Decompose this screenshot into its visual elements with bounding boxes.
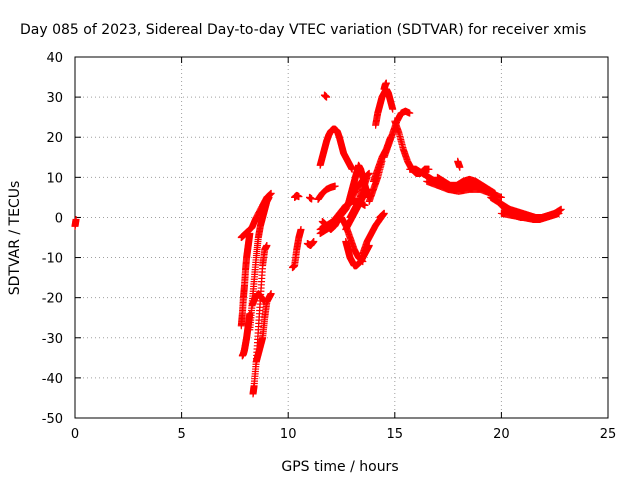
data-point: [323, 93, 331, 101]
series-sat-c: [237, 229, 254, 330]
y-tick-label: -10: [42, 252, 63, 267]
data-point: [456, 163, 464, 171]
data-point: [365, 169, 373, 177]
x-axis-title: GPS time / hours: [281, 459, 398, 475]
y-axis-title: SDTVAR / TECUs: [7, 181, 23, 296]
data-point: [72, 215, 80, 223]
data-point: [246, 229, 254, 237]
data-point: [491, 189, 499, 197]
data-point: [425, 165, 433, 173]
data-point: [267, 189, 275, 197]
series-sat-e: [246, 193, 273, 334]
y-tick-label: 30: [46, 91, 63, 106]
data-point: [382, 79, 390, 87]
data-point: [406, 109, 414, 117]
series-sat-ab: [380, 107, 414, 161]
series-sat-v: [346, 173, 371, 221]
axis-ticks: 0 5 10 15 20 25 -50 -40 -30 -20 -10 0 10 20 30 40: [42, 51, 617, 442]
data-point: [310, 238, 318, 246]
series-sat-f: [249, 242, 271, 398]
series-sat-m: [316, 125, 356, 173]
series-sat-i: [288, 225, 305, 272]
data-point: [265, 193, 273, 201]
data-point: [308, 195, 316, 203]
data-point: [557, 205, 565, 213]
data-point: [380, 209, 388, 217]
chart-title: Day 085 of 2023, Sidereal Day-to-day VTE…: [20, 22, 586, 38]
series-sat-ag: [433, 173, 499, 197]
x-tick-label: 10: [280, 427, 297, 442]
data-point: [295, 193, 303, 201]
data-point: [389, 105, 397, 113]
y-tick-label: -50: [42, 412, 63, 427]
data-point: [263, 242, 271, 250]
grid: [75, 57, 608, 418]
y-tick-label: -40: [42, 372, 63, 387]
data-points: [71, 79, 565, 398]
x-tick-label: 20: [493, 427, 510, 442]
y-tick-label: 40: [46, 51, 63, 66]
series-sat-r: [320, 91, 331, 101]
series-sat-d: [238, 310, 254, 360]
data-point: [246, 310, 254, 318]
series-sat-ah: [454, 157, 464, 171]
series-sat-ac: [376, 209, 388, 221]
series-sat-k: [306, 193, 316, 203]
series-sat-j: [291, 191, 303, 201]
data-point: [261, 298, 269, 306]
series-sat-l: [303, 238, 318, 250]
x-tick-label: 5: [177, 427, 185, 442]
series-sat-ak: [497, 205, 565, 223]
x-tick-label: 25: [600, 427, 617, 442]
y-tick-label: -30: [42, 332, 63, 347]
data-point: [361, 201, 369, 209]
series-sat-n: [314, 182, 339, 203]
y-tick-label: 10: [46, 171, 63, 186]
plot-frame: [74, 56, 609, 419]
series-sat-z: [372, 85, 397, 129]
y-tick-label: -20: [42, 292, 63, 307]
data-point: [331, 182, 339, 190]
data-point: [497, 193, 505, 201]
x-tick-label: 0: [71, 427, 79, 442]
series-sat-aa: [380, 79, 390, 93]
data-point: [363, 173, 371, 181]
data-point: [297, 225, 305, 233]
y-tick-label: 20: [46, 131, 63, 146]
x-tick-label: 15: [387, 427, 404, 442]
y-tick-label: 0: [55, 211, 63, 226]
series-sat-h: [248, 290, 269, 310]
data-point: [267, 290, 275, 298]
series-sat-a: [71, 215, 80, 230]
